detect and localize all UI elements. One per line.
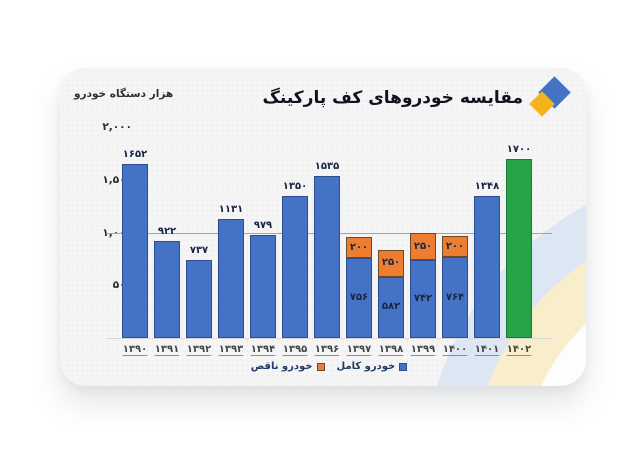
bar-value-1395: ۱۳۵۰ [282,180,308,192]
bar-value-1392: ۷۳۷ [189,245,209,257]
bar-incomplete-1397 [346,237,372,259]
x-axis-year-1399: ۱۳۹۹ [410,344,436,355]
bar-complete-1392 [186,260,212,338]
x-axis-year-1400: ۱۴۰۰ [442,344,468,355]
bar-value-complete-1399: ۷۴۲ [413,292,433,304]
bar-complete-1395 [282,195,308,338]
legend-item-incomplete: خودرو ناقص [251,361,325,372]
legend-label-complete: خودرو کامل [336,361,396,372]
chart-title: مقایسه خودروهای کف پارکینگ [262,88,524,108]
bar-complete-1402 [506,158,532,338]
x-axis-year-1390: ۱۳۹۰ [122,344,148,355]
bar-complete-1391 [154,240,180,338]
bar-incomplete-1400 [442,236,468,258]
x-axis-year-1397: ۱۳۹۷ [346,344,372,355]
bar-value-1402: ۱۷۰۰ [506,143,532,155]
x-axis-year-1394: ۱۳۹۴ [250,344,276,355]
bar-complete-1393 [218,218,244,338]
brand-logo-icon [529,76,571,118]
bar-incomplete-1398 [378,250,404,277]
chart-legend: خودرو کامل خودرو ناقص [106,361,552,372]
legend-swatch-complete-icon [399,362,408,371]
y-axis-tick-2000: ۲,۰۰۰ [102,121,132,133]
chart-card: مقایسه خودروهای کف پارکینگ هزار دستگاه خ… [60,68,586,386]
legend-label-incomplete: خودرو ناقص [250,361,313,372]
bar-complete-1397 [346,258,372,338]
x-axis-year-1391: ۱۳۹۱ [154,344,180,355]
bar-value-1396: ۱۵۳۵ [314,161,340,173]
bar-value-complete-1398: ۵۸۲ [381,301,401,313]
bar-complete-1396 [314,176,340,338]
bar-value-1391: ۹۲۲ [157,225,177,237]
plot-area: ۲,۰۰۰۱,۵۰۰۱,۰۰۰۵۰۰۰۱۶۵۲۱۳۹۰۹۲۲۱۳۹۱۷۳۷۱۳۹… [60,68,586,386]
chart-header: مقایسه خودروهای کف پارکینگ [262,76,571,118]
bar-incomplete-1399 [410,233,436,260]
bar-complete-1400 [442,257,468,338]
x-axis-line [106,338,552,339]
x-axis-year-1396: ۱۳۹۶ [314,344,340,355]
bar-value-1401: ۱۳۴۸ [474,180,500,192]
x-axis-year-1393: ۱۳۹۳ [218,344,244,355]
bar-value-complete-1400: ۷۶۴ [445,291,465,303]
bar-complete-1398 [378,276,404,338]
bar-complete-1401 [474,195,500,338]
bar-value-1390: ۱۶۵۲ [122,148,148,160]
bar-value-incomplete-1399: ۲۵۰ [413,240,433,252]
bar-complete-1394 [250,234,276,338]
bar-value-1394: ۹۷۹ [253,219,273,231]
bar-complete-1399 [410,259,436,338]
x-axis-year-1402: ۱۴۰۲ [506,344,532,355]
x-axis-year-1398: ۱۳۹۸ [378,344,404,355]
legend-swatch-incomplete-icon [316,362,325,371]
legend-item-complete: خودرو کامل [337,361,408,372]
x-axis-year-1392: ۱۳۹۲ [186,344,212,355]
bar-value-incomplete-1398: ۲۵۰ [381,257,401,269]
x-axis-year-1401: ۱۴۰۱ [474,344,500,355]
bar-value-incomplete-1400: ۲۰۰ [445,240,465,252]
bar-value-incomplete-1397: ۲۰۰ [349,241,369,253]
bar-complete-1390 [122,163,148,338]
bar-value-1393: ۱۱۳۱ [218,203,244,215]
bar-value-complete-1397: ۷۵۶ [349,292,369,304]
x-axis-year-1395: ۱۳۹۵ [282,344,308,355]
y-axis-title: هزار دستگاه خودرو [74,88,174,100]
